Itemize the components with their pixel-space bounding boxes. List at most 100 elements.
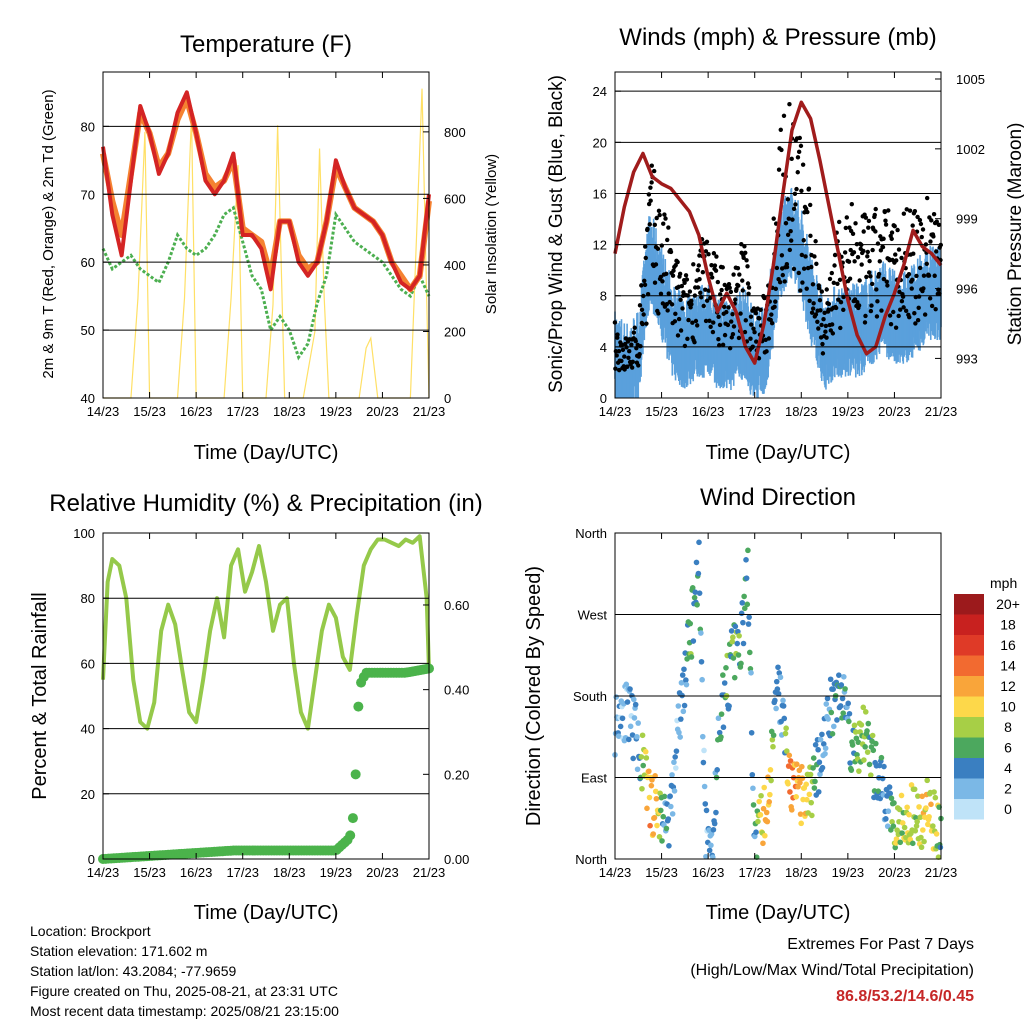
gust-point	[866, 270, 872, 275]
gust-point	[743, 318, 748, 323]
gust-point	[803, 254, 808, 259]
gust-point	[665, 308, 670, 313]
gust-point	[859, 262, 864, 267]
gust-point	[848, 247, 853, 253]
temperature-xlabel: Time (Day/UTC)	[194, 442, 339, 464]
legend-label: 12	[1000, 678, 1016, 694]
gust-point	[842, 250, 848, 255]
direction-ytick-label: East	[581, 771, 607, 786]
direction-point	[735, 652, 742, 658]
direction-point	[689, 585, 696, 591]
station-elevation: Station elevation: 171.602 m	[30, 943, 208, 959]
gust-point	[769, 320, 775, 326]
humidity-xlabel: Time (Day/UTC)	[194, 902, 339, 924]
gust-point	[901, 211, 907, 216]
direction-point	[698, 630, 704, 636]
legend-label: 14	[1000, 658, 1016, 674]
gust-point	[720, 265, 725, 270]
gust-point	[809, 310, 815, 315]
gust-point	[692, 340, 697, 345]
humidity-ytick-label: 20	[81, 787, 95, 802]
gust-point	[903, 308, 909, 314]
gust-point	[849, 201, 854, 207]
gust-point	[861, 229, 866, 234]
direction-point	[746, 614, 752, 620]
direction-point	[879, 775, 886, 782]
direction-point	[786, 752, 793, 759]
gust-point	[799, 252, 805, 258]
humidity-y2tick-label: 0.60	[444, 598, 469, 613]
direction-xtick-label: 21/23	[925, 865, 958, 880]
direction-point	[849, 742, 856, 748]
gust-point	[889, 236, 894, 242]
direction-point	[819, 764, 826, 771]
gust-point	[882, 209, 888, 215]
gust-point	[832, 252, 838, 258]
winds-y2tick-label: 1005	[956, 72, 985, 87]
direction-point	[661, 793, 668, 800]
direction-point	[864, 728, 870, 734]
gust-point	[741, 255, 746, 261]
direction-point	[812, 778, 818, 785]
direction-point	[937, 844, 944, 851]
direction-point	[893, 836, 900, 842]
direction-point	[926, 813, 932, 820]
gust-point	[655, 246, 661, 251]
direction-point	[691, 594, 698, 601]
gust-point	[912, 311, 917, 316]
gust-point	[907, 208, 913, 213]
legend-label: 6	[1004, 740, 1012, 756]
winds-plot-frame	[614, 71, 942, 399]
gust-point	[668, 249, 674, 255]
gust-point	[829, 270, 835, 276]
direction-point	[623, 681, 630, 688]
direction-xlabel: Time (Day/UTC)	[706, 902, 851, 924]
winds-ylabel-left: Sonic/Prop Wind & Gust (Blue, Black)	[546, 75, 567, 393]
direction-point	[675, 703, 682, 709]
direction-point	[823, 701, 830, 707]
direction-point	[750, 802, 757, 808]
humidity-axes: 14/23 15/23 16/23 17/23 18/23 19/23 20/23 21/23…	[73, 526, 469, 880]
gust-point	[866, 218, 872, 224]
direction-xtick-label: 19/23	[832, 865, 865, 880]
direction-point	[876, 762, 883, 769]
gust-point	[619, 358, 624, 364]
legend-label: 10	[1000, 699, 1016, 715]
direction-point	[918, 844, 925, 851]
gust-point	[616, 367, 622, 373]
gust-point	[625, 364, 630, 369]
gust-point	[648, 185, 653, 190]
gust-point	[893, 325, 899, 330]
direction-point	[758, 792, 764, 799]
direction-point	[625, 736, 632, 743]
gust-point	[698, 290, 703, 295]
recent-timestamp: Most recent data timestamp: 2025/08/21 2…	[30, 1003, 339, 1019]
direction-point	[696, 539, 702, 546]
figure-created: Figure created on Thu, 2025-08-21, at 23…	[30, 983, 338, 999]
gust-point	[876, 271, 882, 277]
direction-point	[909, 840, 916, 847]
gust-point	[788, 228, 793, 234]
gust-point	[663, 216, 668, 221]
gust-point	[919, 234, 924, 240]
direction-point	[744, 601, 751, 608]
gust-point	[870, 281, 875, 287]
direction-point	[819, 731, 825, 738]
gust-point	[817, 297, 823, 303]
direction-point	[780, 703, 787, 709]
direction-point	[836, 672, 842, 678]
gust-point	[863, 313, 868, 319]
direction-point	[899, 820, 906, 826]
gust-point	[687, 289, 693, 294]
direction-point	[878, 754, 885, 761]
gust-point	[810, 306, 816, 311]
direction-ytick-label: West	[578, 608, 608, 623]
gust-point	[866, 225, 871, 230]
direction-point	[852, 729, 859, 735]
direction-point	[701, 747, 707, 754]
gust-point	[851, 250, 857, 255]
direction-xtick-label: 14/23	[599, 865, 632, 880]
winds-xtick-label: 17/23	[738, 404, 771, 419]
gust-point	[931, 234, 936, 239]
humidity-ytick-label: 60	[81, 656, 95, 671]
